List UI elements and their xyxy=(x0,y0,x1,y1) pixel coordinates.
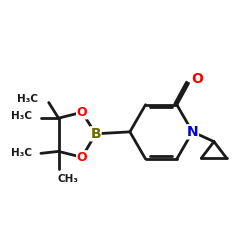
Text: O: O xyxy=(77,151,87,164)
Text: CH₃: CH₃ xyxy=(58,174,79,184)
Text: O: O xyxy=(77,106,87,119)
Text: H₃C: H₃C xyxy=(11,148,32,158)
Text: N: N xyxy=(187,125,198,139)
Text: O: O xyxy=(192,72,203,86)
Text: H₃C: H₃C xyxy=(11,111,32,121)
Text: B: B xyxy=(90,127,101,141)
Text: H₃C: H₃C xyxy=(17,94,38,104)
